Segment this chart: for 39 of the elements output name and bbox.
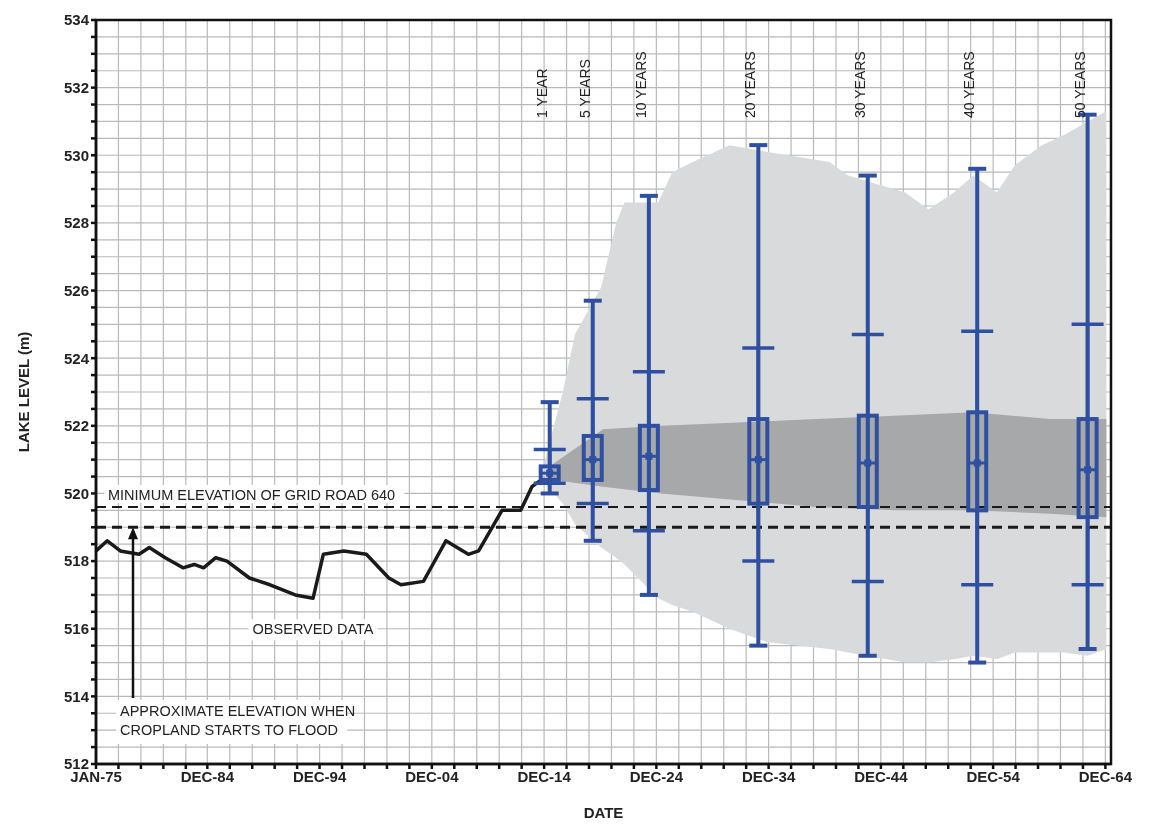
y-tick-label: 516 [63, 620, 89, 638]
x-axis-title: DATE [583, 804, 624, 821]
point [1084, 466, 1092, 474]
y-tick-label: 518 [63, 552, 89, 570]
point [645, 452, 653, 460]
annotation: 5 YEARS [576, 59, 593, 118]
point [864, 459, 872, 467]
y-tick-label: 520 [63, 484, 89, 502]
annotation: 40 YEARS [961, 51, 978, 118]
ref-line-label: APPROXIMATE ELEVATION WHEN CROPLAND STARTS TO FLOOD [120, 703, 356, 738]
x-tick-label: DEC-94 [292, 767, 347, 785]
y-tick-label: 528 [63, 214, 89, 232]
x-tick-label: DEC-34 [741, 767, 796, 785]
y-tick-label: 530 [63, 146, 89, 164]
y-tick-label: 522 [63, 417, 89, 435]
x-tick-label: DEC-04 [405, 767, 460, 785]
ref-line-label: MINIMUM ELEVATION OF GRID ROAD 640 [108, 486, 396, 503]
y-tick-label: 532 [63, 78, 89, 96]
x-tick-label: DEC-84 [180, 767, 235, 785]
point [973, 459, 981, 467]
point [754, 456, 762, 464]
annotation: 20 YEARS [742, 51, 759, 118]
x-tick-label: DEC-24 [629, 767, 684, 785]
y-tick-label: 524 [63, 349, 90, 367]
y-tick-label: 526 [63, 281, 89, 299]
x-tick-label: DEC-64 [1078, 767, 1133, 785]
annotation: 30 YEARS [851, 51, 868, 118]
x-tick-label: DEC-44 [854, 767, 909, 785]
annotation: 1 YEAR [533, 68, 550, 118]
x-tick-label: DEC-54 [966, 767, 1021, 785]
point [589, 456, 597, 464]
annotation: 10 YEARS [632, 51, 649, 118]
annotation: 50 YEARS [1071, 51, 1088, 118]
text: OBSERVED DATA [252, 621, 374, 638]
y-axis-title: LAKE LEVEL (m) [15, 331, 33, 453]
y-tick-label: 512 [63, 755, 89, 773]
y-tick-label: 534 [63, 11, 90, 29]
x-tick-label: DEC-14 [517, 767, 572, 785]
y-tick-label: 514 [63, 687, 90, 705]
